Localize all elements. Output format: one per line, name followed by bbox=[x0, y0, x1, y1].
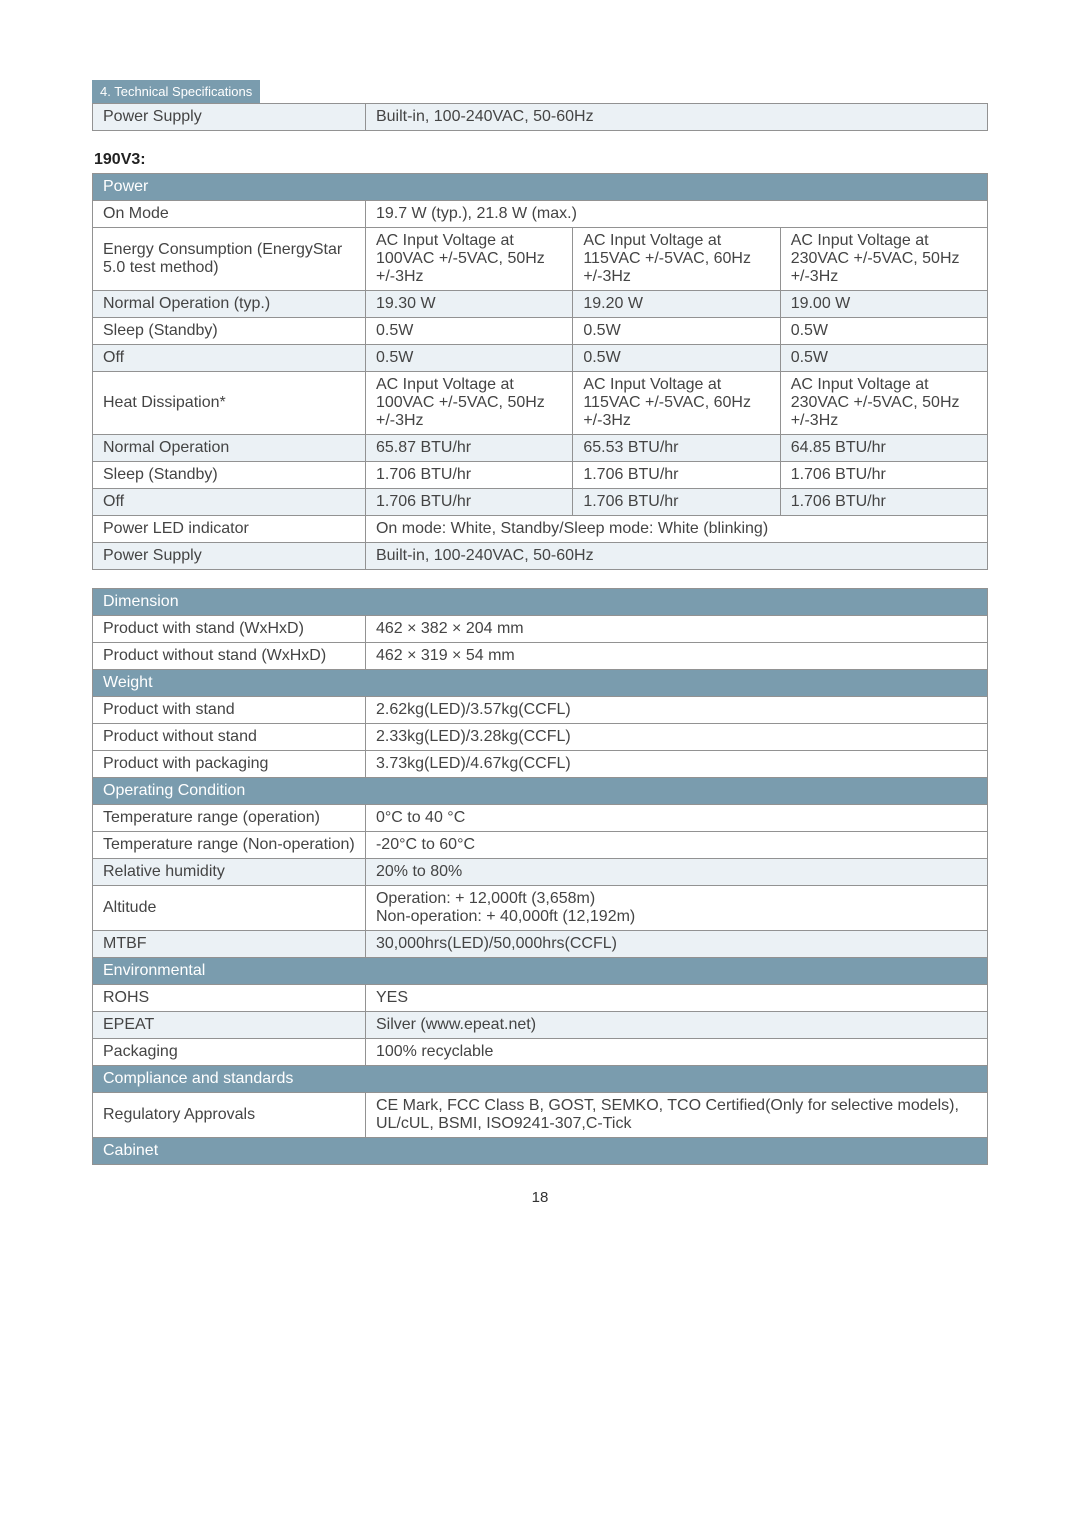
table-row-value: 1.706 BTU/hr bbox=[573, 462, 780, 489]
block-heading: Operating Condition bbox=[93, 778, 988, 805]
table-row-value: 0.5W bbox=[365, 318, 572, 345]
table-row-value: AC Input Voltage at 115VAC +/-5VAC, 60Hz… bbox=[573, 372, 780, 435]
table-row-label: Off bbox=[93, 345, 366, 372]
table-row-value: Built-in, 100-240VAC, 50-60Hz bbox=[365, 543, 987, 570]
table-row-label: Sleep (Standby) bbox=[93, 318, 366, 345]
block-heading: Weight bbox=[93, 670, 988, 697]
table-row-value: 0.5W bbox=[780, 345, 987, 372]
block-heading: Compliance and standards bbox=[93, 1066, 988, 1093]
table-row-label: Off bbox=[93, 489, 366, 516]
table-row-label: Product with stand (WxHxD) bbox=[93, 616, 366, 643]
table-row-label: Product with packaging bbox=[93, 751, 366, 778]
table-row-label: Temperature range (operation) bbox=[93, 805, 366, 832]
table-row-value: AC Input Voltage at 230VAC +/-5VAC, 50Hz… bbox=[780, 228, 987, 291]
table-row-value: Silver (www.epeat.net) bbox=[365, 1012, 987, 1039]
table-row-value: 0.5W bbox=[573, 318, 780, 345]
table-row-label: Relative humidity bbox=[93, 859, 366, 886]
table-row-value: AC Input Voltage at 230VAC +/-5VAC, 50Hz… bbox=[780, 372, 987, 435]
table-row-label: EPEAT bbox=[93, 1012, 366, 1039]
table-row-label: Altitude bbox=[93, 886, 366, 931]
table-row-value: 3.73kg(LED)/4.67kg(CCFL) bbox=[365, 751, 987, 778]
table-row-value: 0.5W bbox=[365, 345, 572, 372]
top-row-label: Power Supply bbox=[93, 104, 366, 131]
table-row-label: Normal Operation (typ.) bbox=[93, 291, 366, 318]
table-row-value: 65.87 BTU/hr bbox=[365, 435, 572, 462]
table-row-value: 1.706 BTU/hr bbox=[780, 462, 987, 489]
table-row-label: Energy Consumption (EnergyStar 5.0 test … bbox=[93, 228, 366, 291]
table-row-label: Temperature range (Non-operation) bbox=[93, 832, 366, 859]
table-row-label: Sleep (Standby) bbox=[93, 462, 366, 489]
table-row-value: 19.7 W (typ.), 21.8 W (max.) bbox=[365, 201, 987, 228]
spec-blocks-table: DimensionProduct with stand (WxHxD)462 ×… bbox=[92, 588, 988, 1165]
table-row-value: 19.20 W bbox=[573, 291, 780, 318]
table-row-value: 65.53 BTU/hr bbox=[573, 435, 780, 462]
power-heading: Power bbox=[93, 174, 988, 201]
table-row-value: 30,000hrs(LED)/50,000hrs(CCFL) bbox=[365, 931, 987, 958]
table-row-value: 462 × 382 × 204 mm bbox=[365, 616, 987, 643]
table-row-label: Regulatory Approvals bbox=[93, 1093, 366, 1138]
table-row-value: 20% to 80% bbox=[365, 859, 987, 886]
table-row-label: ROHS bbox=[93, 985, 366, 1012]
table-row-value: 1.706 BTU/hr bbox=[365, 489, 572, 516]
table-row-value: 19.00 W bbox=[780, 291, 987, 318]
table-row-value: 2.33kg(LED)/3.28kg(CCFL) bbox=[365, 724, 987, 751]
block-heading: Cabinet bbox=[93, 1138, 988, 1165]
table-row-value: -20°C to 60°C bbox=[365, 832, 987, 859]
table-row-value: 2.62kg(LED)/3.57kg(CCFL) bbox=[365, 697, 987, 724]
page-number: 18 bbox=[92, 1189, 988, 1206]
table-row-label: Product without stand bbox=[93, 724, 366, 751]
table-row-value: 0.5W bbox=[573, 345, 780, 372]
table-row-value: CE Mark, FCC Class B, GOST, SEMKO, TCO C… bbox=[365, 1093, 987, 1138]
table-row-label: On Mode bbox=[93, 201, 366, 228]
table-row-value: Operation: + 12,000ft (3,658m) Non-opera… bbox=[365, 886, 987, 931]
table-row-value: AC Input Voltage at 100VAC +/-5VAC, 50Hz… bbox=[365, 228, 572, 291]
table-row-value: 64.85 BTU/hr bbox=[780, 435, 987, 462]
table-row-value: 0.5W bbox=[780, 318, 987, 345]
table-row-label: Heat Dissipation* bbox=[93, 372, 366, 435]
table-row-value: 100% recyclable bbox=[365, 1039, 987, 1066]
table-row-label: Normal Operation bbox=[93, 435, 366, 462]
table-row-value: AC Input Voltage at 100VAC +/-5VAC, 50Hz… bbox=[365, 372, 572, 435]
table-row-value: 462 × 319 × 54 mm bbox=[365, 643, 987, 670]
table-row-value: YES bbox=[365, 985, 987, 1012]
table-row-label: Packaging bbox=[93, 1039, 366, 1066]
block-heading: Environmental bbox=[93, 958, 988, 985]
table-row-label: Power LED indicator bbox=[93, 516, 366, 543]
top-row-value: Built-in, 100-240VAC, 50-60Hz bbox=[365, 104, 987, 131]
table-row-value: On mode: White, Standby/Sleep mode: Whit… bbox=[365, 516, 987, 543]
block-heading: Dimension bbox=[93, 589, 988, 616]
table-row-value: AC Input Voltage at 115VAC +/-5VAC, 60Hz… bbox=[573, 228, 780, 291]
table-row-value: 0°C to 40 °C bbox=[365, 805, 987, 832]
power-table: Power On Mode19.7 W (typ.), 21.8 W (max.… bbox=[92, 173, 988, 570]
table-row-label: MTBF bbox=[93, 931, 366, 958]
table-row-value: 19.30 W bbox=[365, 291, 572, 318]
top-single-row-table: Power Supply Built-in, 100-240VAC, 50-60… bbox=[92, 103, 988, 131]
table-row-label: Product without stand (WxHxD) bbox=[93, 643, 366, 670]
model-title: 190V3: bbox=[94, 151, 988, 169]
table-row-label: Power Supply bbox=[93, 543, 366, 570]
table-row-value: 1.706 BTU/hr bbox=[573, 489, 780, 516]
table-row-value: 1.706 BTU/hr bbox=[365, 462, 572, 489]
table-row-value: 1.706 BTU/hr bbox=[780, 489, 987, 516]
section-tab: 4. Technical Specifications bbox=[92, 80, 260, 103]
table-row-label: Product with stand bbox=[93, 697, 366, 724]
